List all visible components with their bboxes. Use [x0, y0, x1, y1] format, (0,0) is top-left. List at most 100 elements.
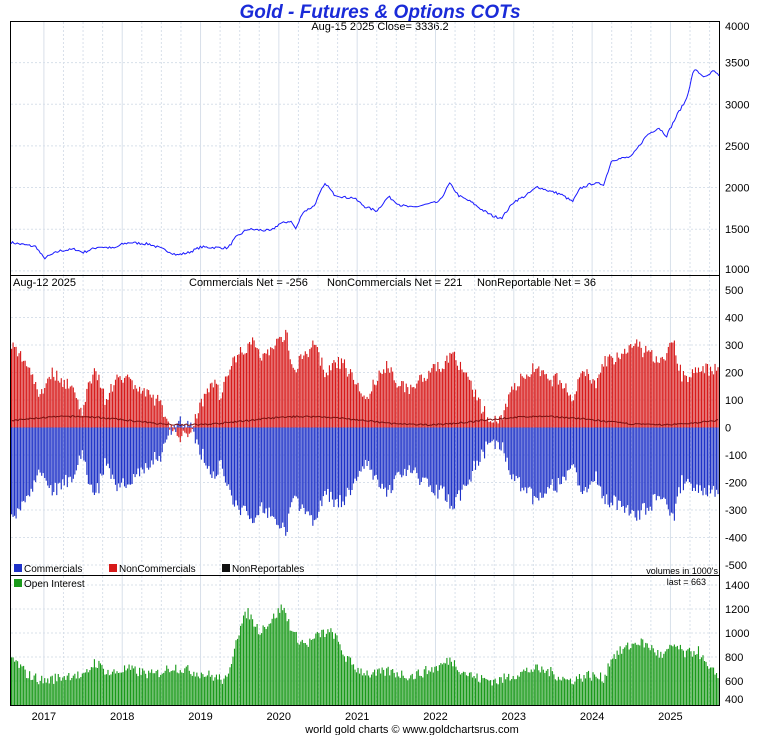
- noncommercials-bar: [640, 347, 642, 428]
- commercials-bar: [197, 427, 199, 445]
- open-interest-bar: [477, 681, 480, 705]
- noncommercials-bar: [715, 370, 718, 428]
- noncommercials-bar: [182, 427, 184, 431]
- noncommercials-bar: [250, 344, 252, 428]
- open-interest-bar: [145, 673, 147, 705]
- noncommercials-bar: [229, 369, 231, 428]
- noncommercials-bar: [197, 413, 199, 428]
- open-interest-bar: [560, 680, 562, 705]
- open-interest-bar: [652, 648, 654, 705]
- noncommercials-bar: [279, 336, 281, 428]
- open-interest-bar: [366, 670, 368, 705]
- open-interest-bar: [562, 676, 564, 705]
- open-interest-bar: [643, 647, 645, 705]
- open-interest-bar: [69, 680, 71, 705]
- open-interest-bar: [471, 677, 474, 705]
- commercials-bar: [205, 427, 207, 466]
- commercials-bar: [477, 427, 480, 466]
- open-interest-bar: [413, 679, 415, 705]
- commercials-bar: [428, 427, 430, 487]
- open-interest-bar: [169, 672, 171, 705]
- open-interest-bar: [355, 672, 358, 705]
- noncommercials-bar: [51, 367, 53, 428]
- commercials-bar: [130, 427, 132, 485]
- noncommercials-bar: [24, 360, 26, 428]
- open-interest-bar: [203, 676, 205, 705]
- y-tick-label: 1400: [725, 580, 749, 592]
- cot-bars: [11, 329, 719, 536]
- commercials-bar: [303, 427, 305, 508]
- noncommercials-bar: [289, 359, 291, 428]
- noncommercials-bar: [509, 392, 511, 428]
- commercials-bar: [133, 427, 135, 474]
- noncommercials-bar: [642, 357, 644, 428]
- open-interest-bar: [146, 678, 148, 705]
- legend-swatch-nonreportables: [222, 564, 230, 572]
- noncommercials-bar: [295, 372, 297, 428]
- open-interest-bar: [246, 618, 248, 705]
- noncommercials-bar: [194, 414, 196, 428]
- commercials-bar: [383, 427, 385, 489]
- y-tick-label: 100: [725, 395, 743, 407]
- commercials-bar: [105, 427, 108, 466]
- noncommercials-bar: [71, 385, 73, 428]
- open-interest-bar: [410, 675, 412, 705]
- commercials-bar: [32, 427, 34, 492]
- commercials-bar: [452, 427, 454, 510]
- legend-swatch-commercials: [14, 564, 22, 572]
- open-interest-bar: [297, 642, 299, 705]
- commercials-bar: [137, 427, 139, 469]
- open-interest-bar: [84, 672, 86, 705]
- noncommercials-bar: [122, 382, 124, 428]
- noncommercials-bar: [676, 363, 678, 428]
- commercials-bar: [142, 427, 144, 470]
- open-interest-bar: [420, 676, 422, 705]
- open-interest-bar: [612, 658, 614, 705]
- noncommercials-bar: [56, 370, 58, 428]
- commercials-bar: [613, 427, 615, 496]
- noncommercials-bar: [571, 401, 573, 428]
- x-tick-label: 2023: [502, 711, 526, 723]
- open-interest-bar: [393, 672, 395, 705]
- noncommercials-bar: [206, 388, 208, 428]
- noncommercials-bar: [333, 360, 335, 428]
- open-interest-bar: [307, 646, 309, 705]
- noncommercials-bar: [456, 365, 459, 428]
- open-interest-bar: [117, 673, 120, 705]
- noncommercials-bar: [670, 342, 672, 428]
- x-tick-label: 2021: [345, 711, 369, 723]
- y-tick-label: 800: [725, 652, 743, 664]
- noncommercials-bar: [267, 349, 269, 428]
- noncommercials-bar: [148, 390, 150, 428]
- commercials-bar: [163, 427, 165, 444]
- noncommercials-bar: [673, 340, 675, 428]
- open-interest-bar: [358, 673, 361, 705]
- commercials-bar: [524, 427, 526, 488]
- noncommercials-bar: [527, 376, 529, 428]
- commercials-bar: [598, 427, 600, 486]
- open-interest-bar: [184, 668, 186, 705]
- noncommercials-bar: [27, 367, 29, 428]
- open-interest-bar: [87, 672, 89, 705]
- noncommercials-bar: [140, 393, 142, 428]
- commercials-bar: [53, 427, 55, 492]
- commercials-bar: [410, 427, 412, 473]
- noncommercials-bar: [568, 395, 570, 428]
- commercials-bar: [423, 427, 425, 478]
- noncommercials-bar: [649, 351, 651, 428]
- open-interest-bar: [666, 649, 668, 705]
- open-interest-bar: [589, 677, 591, 705]
- commercials-bar: [116, 427, 118, 492]
- open-interest-bar: [535, 664, 537, 705]
- open-interest-bar: [473, 676, 475, 705]
- commercials-bar: [199, 427, 201, 455]
- noncommercials-bar: [416, 383, 418, 428]
- commercials-bar: [547, 427, 549, 487]
- noncommercials-bar: [23, 360, 25, 428]
- commercials-bar: [476, 427, 478, 461]
- commercials-bar: [402, 427, 404, 476]
- commercials-bar: [343, 427, 346, 506]
- open-interest-bar: [687, 649, 689, 705]
- open-interest-bar: [48, 683, 50, 705]
